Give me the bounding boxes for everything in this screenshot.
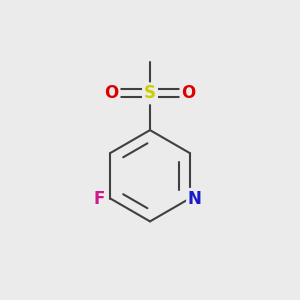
Text: O: O <box>105 84 119 102</box>
Text: F: F <box>94 190 105 208</box>
Text: N: N <box>188 190 202 208</box>
Text: S: S <box>144 84 156 102</box>
Text: O: O <box>181 84 195 102</box>
